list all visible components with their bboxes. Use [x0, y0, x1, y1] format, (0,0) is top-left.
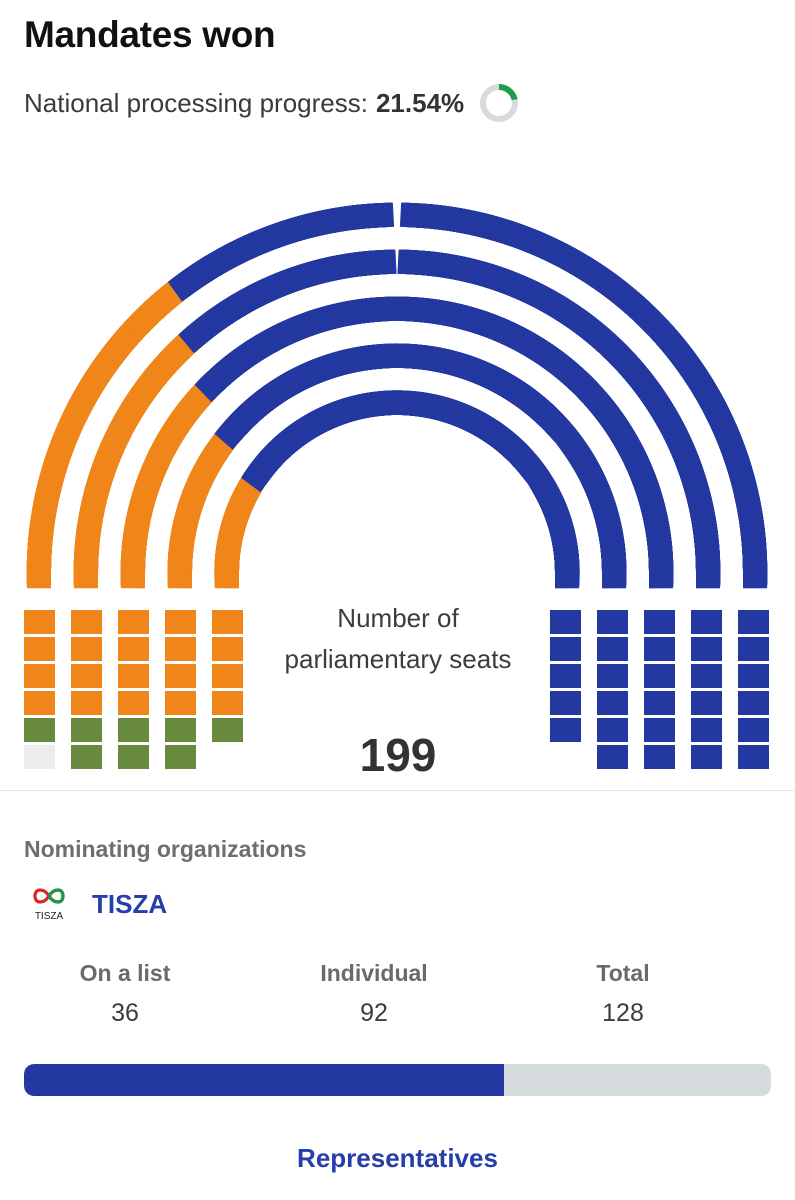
- processing-progress: National processing progress: 21.54%: [24, 82, 520, 124]
- seat: [366, 296, 400, 323]
- progress-value: 21.54%: [375, 87, 465, 118]
- seat: [361, 202, 395, 229]
- progress-label: National processing progress:: [24, 87, 368, 118]
- progress-donut-icon: [480, 84, 519, 122]
- page-title: Mandates won: [24, 14, 276, 55]
- seat: [364, 249, 397, 276]
- parliament-seat-chart: [24, 202, 769, 769]
